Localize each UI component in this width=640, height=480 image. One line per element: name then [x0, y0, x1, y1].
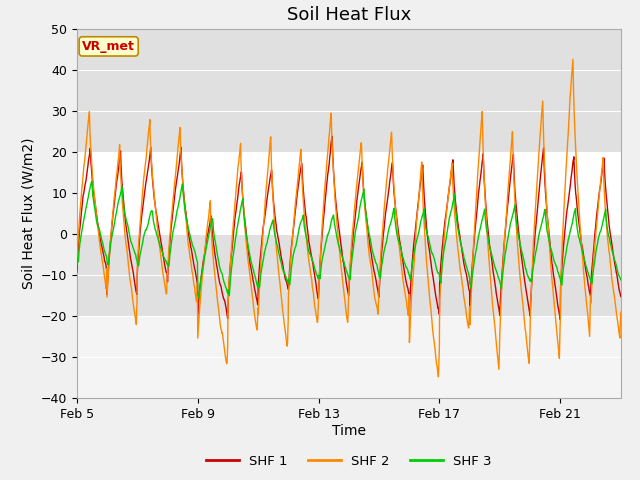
Text: VR_met: VR_met	[82, 40, 135, 53]
Bar	[77, 316, 621, 398]
Bar	[77, 70, 621, 152]
Bar	[77, 29, 621, 70]
Title: Soil Heat Flux: Soil Heat Flux	[287, 6, 411, 24]
Bar	[77, 234, 621, 316]
X-axis label: Time: Time	[332, 424, 366, 438]
Y-axis label: Soil Heat Flux (W/m2): Soil Heat Flux (W/m2)	[21, 138, 35, 289]
Legend: SHF 1, SHF 2, SHF 3: SHF 1, SHF 2, SHF 3	[201, 450, 497, 473]
